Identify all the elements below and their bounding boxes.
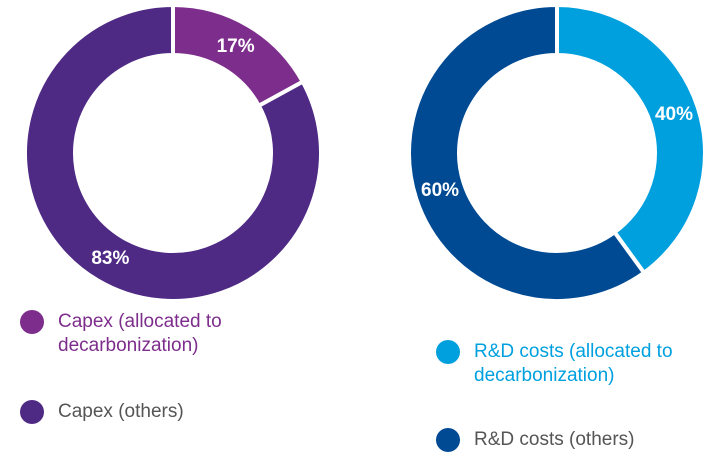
value-label: 40% [655,104,693,125]
value-label: 17% [217,36,255,57]
donut-segment [555,2,707,276]
legend-swatch [20,310,44,334]
legend-swatch [436,340,460,364]
donut-segment [407,2,647,303]
legend-swatch [20,400,44,424]
value-label: 83% [91,248,129,269]
value-label: 60% [421,180,459,201]
legend-swatch [436,428,460,452]
legend-label: Capex (others) [58,401,184,422]
donut-segment [23,2,323,303]
legend-label: Capex (allocated to decarbonization) [58,311,222,356]
legend-label: R&D costs (allocated to decarbonization) [474,341,673,386]
legend-label: R&D costs (others) [474,429,635,450]
